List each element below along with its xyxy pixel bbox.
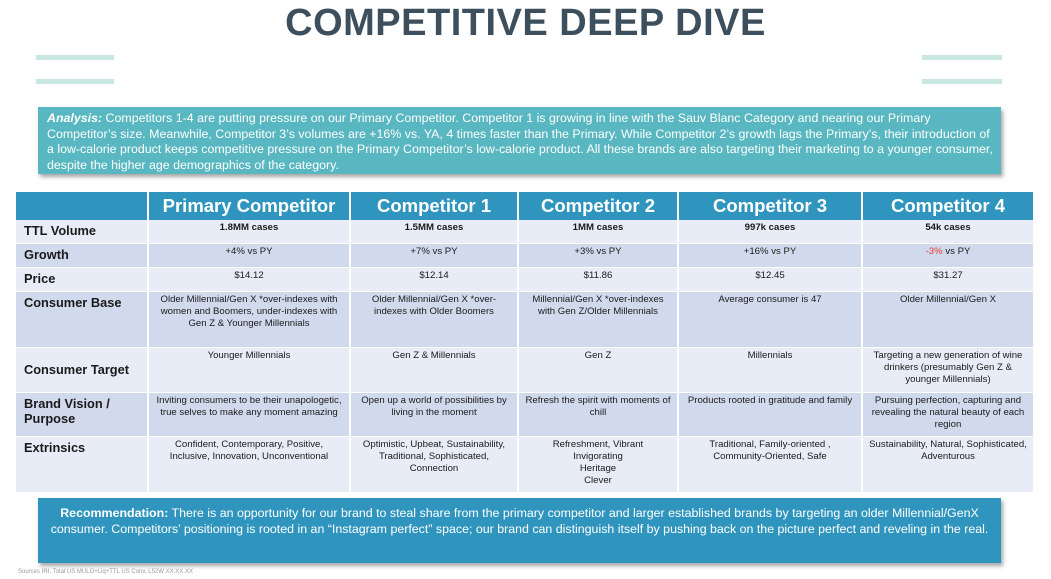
table-cell: 1.5MM cases (350, 220, 519, 244)
table-cell: Gen Z (518, 347, 679, 393)
row-label: Consumer Target (16, 347, 149, 393)
recommendation-label: Recommendation: (60, 506, 169, 520)
decorative-bar (36, 55, 114, 60)
row-label: TTL Volume (16, 220, 149, 244)
row-label: Brand Vision / Purpose (16, 392, 149, 437)
row-label: Consumer Base (16, 291, 149, 348)
table-cell: Inviting consumers to be their unapologe… (148, 392, 351, 437)
analysis-text: Competitors 1-4 are putting pressure on … (47, 111, 993, 172)
analysis-box: Analysis: Competitors 1-4 are putting pr… (38, 107, 1001, 174)
table-cell: Gen Z & Millennials (350, 347, 519, 393)
competitor-table: Primary Competitor Competitor 1 Competit… (16, 192, 1033, 493)
table-cell: Average consumer is 47 (678, 291, 863, 348)
table-row-brand-vision: Brand Vision / Purpose Inviting consumer… (16, 392, 1033, 437)
negative-growth-value: -3% (925, 245, 943, 257)
table-cell: $31.27 (862, 267, 1033, 292)
table-cell: Pursuing perfection, capturing and revea… (862, 392, 1033, 437)
table-cell: $12.45 (678, 267, 863, 292)
table-cell: Sustainability, Natural, Sophisticated, … (862, 436, 1033, 493)
table-cell: Targeting a new generation of wine drink… (862, 347, 1033, 393)
page-title: COMPETITIVE DEEP DIVE (285, 2, 766, 44)
table-cell: Older Millennial/Gen X *over-indexes wit… (148, 291, 351, 348)
header-competitor-1: Competitor 1 (350, 192, 519, 220)
table-cell: 1.8MM cases (148, 220, 351, 244)
header-competitor-3: Competitor 3 (678, 192, 863, 220)
table-cell: +16% vs PY (678, 243, 863, 268)
decorative-bar (922, 79, 1002, 84)
analysis-label: Analysis: (47, 111, 103, 125)
table-row-growth: Growth +4% vs PY +7% vs PY +3% vs PY +16… (16, 243, 1033, 268)
table-cell: 997k cases (678, 220, 863, 244)
recommendation-text: There is an opportunity for our brand to… (50, 506, 989, 536)
decorative-bar (922, 55, 1002, 60)
table-cell: Millennials (678, 347, 863, 393)
table-cell: Confident, Contemporary, Positive, Inclu… (148, 436, 351, 493)
table-row-ttl-volume: TTL Volume 1.8MM cases 1.5MM cases 1MM c… (16, 220, 1033, 244)
decorative-bar (36, 79, 114, 84)
header-primary-competitor: Primary Competitor (148, 192, 351, 220)
header-empty (16, 192, 149, 220)
table-cell: $11.86 (518, 267, 679, 292)
table-cell: +4% vs PY (148, 243, 351, 268)
table-cell: Younger Millennials (148, 347, 351, 393)
table-cell: $14.12 (148, 267, 351, 292)
growth-suffix: vs PY (942, 245, 971, 257)
recommendation-box: Recommendation: There is an opportunity … (38, 498, 1001, 563)
source-note: Sources IRI, Total US MULO+Liq+TTL US Co… (18, 569, 193, 575)
table-cell: Millennial/Gen X *over-indexes with Gen … (518, 291, 679, 348)
table-cell: Optimistic, Upbeat, Sustainability, Trad… (350, 436, 519, 493)
table-cell: +3% vs PY (518, 243, 679, 268)
header-competitor-2: Competitor 2 (518, 192, 679, 220)
table-cell: Refreshment, Vibrant Invigorating Herita… (518, 436, 679, 493)
table-row-consumer-target: Consumer Target Younger Millennials Gen … (16, 347, 1033, 393)
table-cell: Older Millennial/Gen X *over-indexes wit… (350, 291, 519, 348)
table-row-price: Price $14.12 $12.14 $11.86 $12.45 $31.27 (16, 267, 1033, 292)
table-cell: $12.14 (350, 267, 519, 292)
table-row-extrinsics: Extrinsics Confident, Contemporary, Posi… (16, 436, 1033, 493)
table-cell: -3% vs PY (862, 243, 1033, 268)
row-label: Extrinsics (16, 436, 149, 493)
row-label: Price (16, 267, 149, 292)
table-cell: 1MM cases (518, 220, 679, 244)
table-row-consumer-base: Consumer Base Older Millennial/Gen X *ov… (16, 291, 1033, 348)
table-cell: 54k cases (862, 220, 1033, 244)
table-cell: Older Millennial/Gen X (862, 291, 1033, 348)
table-cell: Products rooted in gratitude and family (678, 392, 863, 437)
table-cell: +7% vs PY (350, 243, 519, 268)
table-cell: Traditional, Family-oriented , Community… (678, 436, 863, 493)
table-cell: Refresh the spirit with moments of chill (518, 392, 679, 437)
header-competitor-4: Competitor 4 (862, 192, 1033, 220)
table-cell: Open up a world of possibilities by livi… (350, 392, 519, 437)
row-label: Growth (16, 243, 149, 268)
table-header-row: Primary Competitor Competitor 1 Competit… (16, 192, 1033, 220)
